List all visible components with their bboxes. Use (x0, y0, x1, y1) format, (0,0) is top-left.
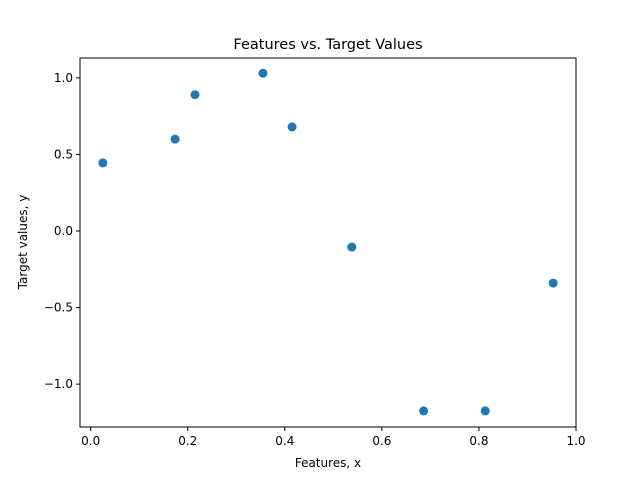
y-tick-label: −0.5 (44, 301, 73, 315)
y-tick-label: 0.5 (54, 147, 73, 161)
data-point (480, 406, 490, 416)
data-point (258, 68, 268, 78)
x-tick-label: 0.8 (469, 434, 488, 448)
x-tick-label: 0.6 (372, 434, 391, 448)
data-point (548, 278, 558, 288)
y-axis-ticks: −1.0 −0.5 0.0 0.5 1.0 (44, 71, 80, 391)
data-point (190, 90, 200, 100)
data-point (287, 122, 297, 132)
x-tick-label: 1.0 (566, 434, 585, 448)
y-axis-label: Target values, y (16, 195, 30, 291)
x-axis-label: Features, x (295, 456, 361, 470)
y-tick-label: 0.0 (54, 224, 73, 238)
x-tick-label: 0.2 (178, 434, 197, 448)
data-points (98, 68, 558, 416)
x-axis-ticks: 0.0 0.2 0.4 0.6 0.8 1.0 (81, 427, 586, 448)
chart-title: Features vs. Target Values (233, 37, 422, 53)
y-tick-label: −1.0 (44, 377, 73, 391)
data-point (170, 134, 180, 144)
plot-area: 0.0 0.2 0.4 0.6 0.8 1.0 −1.0 −0.5 0.0 0.5 1.0 (44, 57, 586, 448)
data-point (419, 406, 429, 416)
y-tick-label: 1.0 (54, 71, 73, 85)
data-point (98, 158, 108, 168)
x-tick-label: 0.4 (275, 434, 294, 448)
axes-frame (79, 57, 577, 428)
data-point (347, 242, 357, 252)
x-tick-label: 0.0 (81, 434, 100, 448)
